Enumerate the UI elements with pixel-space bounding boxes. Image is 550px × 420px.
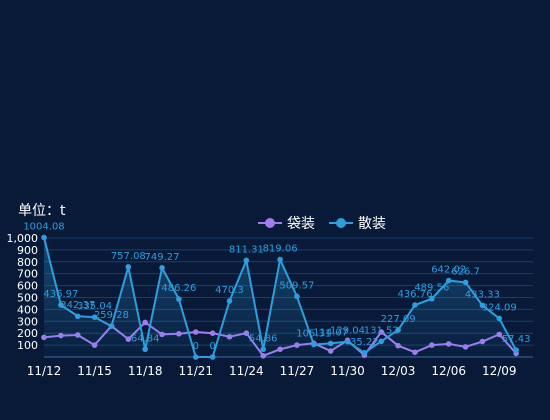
data-label-bulk: 54.86 [249,333,278,344]
data-label-bulk: 642.02 [431,265,466,276]
data-point-bulk [142,346,148,353]
data-point-bulk [108,323,115,329]
data-point-bulk [327,340,334,347]
data-point-bulk [159,265,165,271]
data-label-bulk: 489.56 [414,283,449,294]
data-label-bulk: 131.52 [364,325,399,336]
data-point-bulk [344,338,351,345]
data-point-bagged [142,319,148,326]
x-tick-label: 11/18 [128,364,163,378]
data-label-bulk: 0 [209,341,215,352]
data-label-bulk: 509.57 [279,280,314,291]
x-tick-label: 11/12 [27,364,62,378]
data-label-bulk: 819.06 [263,243,298,254]
data-point-bulk [310,341,317,348]
data-label-bulk: 436.76 [397,289,432,300]
legend: 袋装 散装 [258,213,386,233]
data-label-bulk: 470.3 [215,285,244,296]
data-label-bulk: 436.97 [43,289,78,300]
data-label-bulk: 1004.08 [23,221,64,232]
data-label-bulk: 811.31 [229,244,264,255]
x-tick-label: 11/24 [229,364,264,378]
data-label-bulk: 35.22 [350,337,379,348]
data-point-bulk [209,354,216,360]
data-label-bulk: 0 [193,341,199,352]
data-label-bulk: 64.84 [131,333,160,344]
data-point-bulk [462,279,469,286]
data-point-bulk [277,256,283,263]
data-point-bulk [429,295,435,302]
data-point-bulk [294,293,300,300]
data-label-bulk: 335.04 [77,301,112,312]
data-point-bulk [513,347,519,353]
y-tick-label: 200 [17,327,38,340]
data-label-bulk: 57.43 [502,334,531,345]
x-tick-label: 11/15 [77,364,112,378]
data-point-bulk [192,354,199,360]
data-point-bulk [479,302,486,309]
data-point-bulk [361,350,368,356]
data-point-bulk [125,264,132,270]
y-tick-label: 500 [17,291,38,304]
data-point-bagged [209,330,216,336]
legend-label-bagged: 袋装 [287,216,315,232]
data-point-bulk [496,315,503,322]
x-tick-label: 11/27 [280,364,315,378]
x-tick-label: 11/21 [178,364,213,378]
y-tick-label: 700 [17,268,38,281]
x-axis: 11/12 11/15 11/18 11/21 11/24 11/27 11/30 12/03… [27,364,517,378]
y-tick-label: 900 [17,244,38,257]
y-tick-label: 300 [17,315,38,328]
plot-area [41,234,519,360]
x-tick-label: 12/09 [482,364,517,378]
data-label-bulk: 749.27 [145,252,180,263]
data-label-bulk: 626.7 [451,266,480,277]
legend-swatch-bulk [329,216,353,230]
data-label-bulk: 114.07 [313,327,348,338]
data-point-bulk [41,234,47,241]
data-point-bulk [58,302,64,308]
y-tick-label: 1,000 [7,232,39,245]
legend-label-bulk: 散装 [358,216,386,232]
data-point-bulk [260,346,267,353]
data-point-bulk [74,313,81,320]
data-point-bulk [412,302,418,308]
data-label-bulk: 342.37 [60,300,95,311]
data-label-bulk: 259.28 [94,310,129,321]
legend-swatch-bagged [258,216,282,230]
x-tick-label: 12/06 [431,364,466,378]
data-point-bagged [192,329,199,335]
data-point-bagged [378,329,385,335]
data-point-bulk [395,327,401,333]
area-fill-bulk [44,237,517,357]
y-tick-label: 100 [17,339,38,352]
x-tick-label: 12/03 [381,364,416,378]
x-tick-label: 11/30 [330,364,365,378]
y-tick-label: 800 [17,256,38,269]
data-point-bulk [243,257,250,264]
data-point-bulk [445,277,452,284]
data-point-bulk [91,314,98,320]
data-label-bulk: 129.04 [330,326,365,337]
y-tick-label: 600 [17,280,38,293]
data-point-bulk [226,298,233,304]
legend-item-bulk[interactable]: 散装 [329,213,386,233]
legend-item-bagged[interactable]: 袋装 [258,213,315,233]
data-label-bulk: 757.08 [111,251,146,262]
data-label-bulk: 105.31 [296,328,331,339]
data-label-bulk: 324.09 [482,302,517,313]
data-label-bulk: 227.09 [381,314,416,325]
unit-label: 单位：t [18,203,66,219]
data-point-bulk [378,338,385,345]
data-label-bulk: 433.33 [465,289,500,300]
data-label-bulk: 486.26 [161,283,196,294]
y-tick-label: 400 [17,303,38,316]
data-point-bulk [176,296,182,302]
